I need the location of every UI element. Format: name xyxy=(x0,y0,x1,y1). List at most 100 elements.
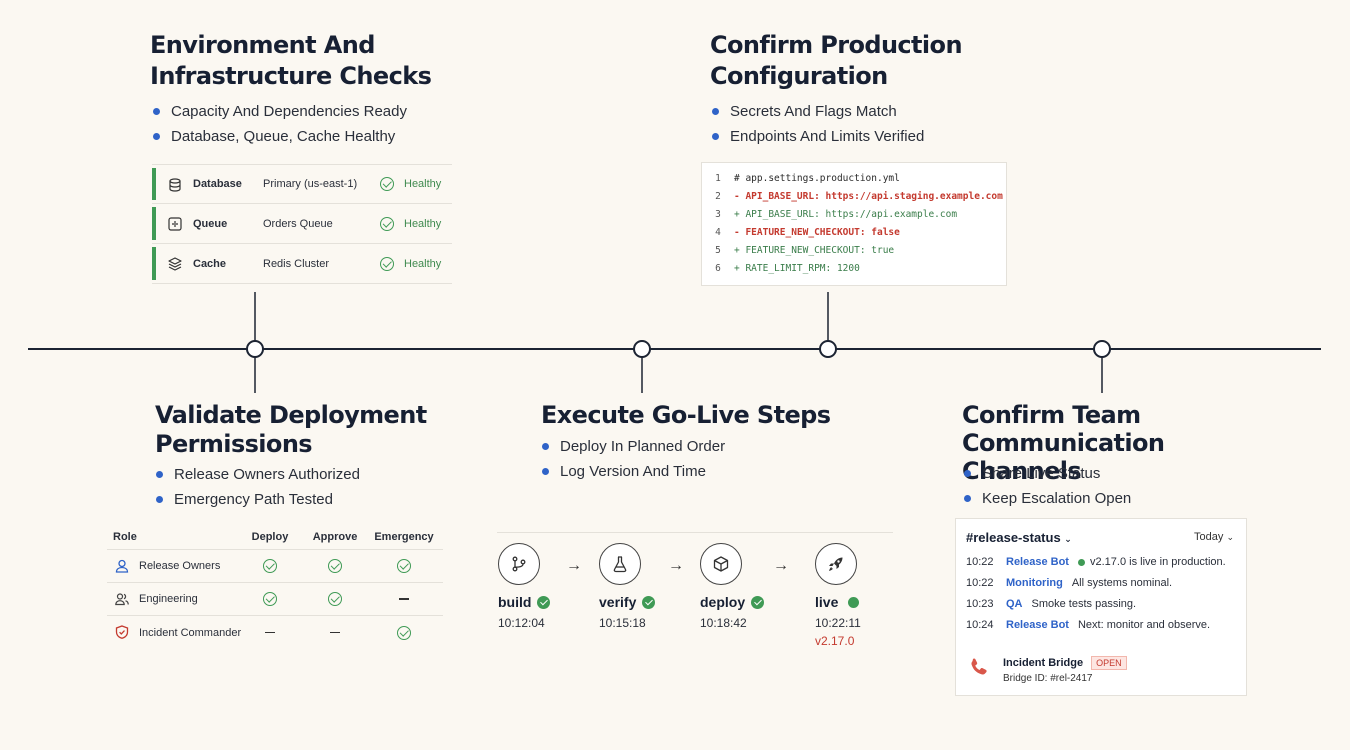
stage-time: 10:22:11 xyxy=(815,616,861,630)
stage-circle xyxy=(700,543,742,585)
golive-bullets: Deploy In Planned Order Log Version And … xyxy=(542,434,725,484)
queue-icon xyxy=(168,217,182,231)
branch-icon xyxy=(512,556,526,572)
permissions-bullets: Release Owners Authorized Emergency Path… xyxy=(156,462,360,512)
check-icon xyxy=(380,216,394,231)
stage-live: live 10:22:11 v2.17.0 xyxy=(815,543,915,648)
check-icon xyxy=(380,177,394,191)
comms-bullets: Share Live Status Keep Escalation Open xyxy=(964,461,1131,511)
golive-title: Execute Go-Live Steps xyxy=(541,401,831,429)
code-line: 4- FEATURE_NEW_CHECKOUT: false xyxy=(715,227,900,238)
stage-verify: verify 10:15:18 xyxy=(599,543,699,630)
incident-bridge-title[interactable]: Incident Bridge OPEN xyxy=(1003,656,1127,670)
bullet-item: Emergency Path Tested xyxy=(156,487,360,512)
message-author[interactable]: QA xyxy=(1006,598,1023,610)
check-icon xyxy=(380,256,394,271)
channel-selector[interactable]: #release-status ⌄ xyxy=(966,530,1072,545)
flask-icon xyxy=(613,556,627,573)
code-line: 6 + RATE_LIMIT_RPM: 1200 xyxy=(715,263,860,274)
status-bar xyxy=(152,168,156,200)
permissions-title: Validate Deployment Permissions xyxy=(155,401,427,458)
bullet-item: Deploy In Planned Order xyxy=(542,434,725,459)
timeline-node xyxy=(633,340,651,358)
table-row: Release Owners xyxy=(107,550,443,583)
chat-panel: #release-status ⌄ Today ⌄ 10:22 Release … xyxy=(955,518,1247,696)
status-badge: Healthy xyxy=(380,256,441,271)
rocket-icon xyxy=(829,557,843,571)
bridge-id: Bridge ID: #rel-2417 xyxy=(1003,673,1093,684)
cache-icon xyxy=(168,257,182,271)
check-icon xyxy=(263,559,277,573)
dash-icon xyxy=(330,631,340,634)
arrow-icon: → xyxy=(566,557,582,574)
dash-icon xyxy=(265,631,275,634)
check-icon xyxy=(328,592,342,606)
bullet-item: Database, Queue, Cache Healthy xyxy=(153,124,407,149)
infra-status-table: Database Primary (us-east-1) Healthy Que… xyxy=(152,164,452,284)
check-icon xyxy=(537,595,551,609)
timeline-node xyxy=(819,340,837,358)
chat-message: 10:22 Monitoring All systems nominal. xyxy=(966,577,1173,589)
check-icon xyxy=(397,559,411,573)
config-title: Confirm Production Configuration xyxy=(710,31,963,90)
check-icon xyxy=(397,625,411,640)
code-line: 3 + API_BASE_URL: https://api.example.com xyxy=(715,209,958,220)
live-status-dot xyxy=(848,596,860,608)
infra-row: Database Primary (us-east-1) Healthy xyxy=(152,164,452,204)
database-icon xyxy=(169,178,181,192)
stage-label: live xyxy=(815,594,839,610)
check-icon xyxy=(263,592,277,606)
status-badge: OPEN xyxy=(1091,656,1127,670)
table-row: Incident Commander xyxy=(107,616,443,649)
stage-time: 10:18:42 xyxy=(700,616,747,630)
code-line: 1 # app.settings.production.yml xyxy=(715,173,900,184)
stage-circle xyxy=(815,543,857,585)
message-author[interactable]: Release Bot xyxy=(1006,619,1069,631)
infra-bullets: Capacity And Dependencies Ready Database… xyxy=(153,99,407,149)
table-header: Role Deploy Approve Emergency xyxy=(107,524,443,550)
status-bar xyxy=(152,207,156,240)
shield-icon xyxy=(115,625,129,639)
arrow-icon: → xyxy=(773,557,789,574)
users-icon xyxy=(115,593,129,606)
user-icon xyxy=(115,559,129,573)
stage-deploy: deploy 10:18:42 xyxy=(700,543,800,630)
code-line: 2- API_BASE_URL: https://api.staging.exa… xyxy=(715,191,1003,202)
pipeline-divider xyxy=(497,532,893,533)
table-row: Engineering xyxy=(107,583,443,616)
status-bar xyxy=(152,247,156,280)
config-bullets: Secrets And Flags Match Endpoints And Li… xyxy=(712,99,924,149)
message-author[interactable]: Monitoring xyxy=(1006,577,1063,589)
bullet-item: Secrets And Flags Match xyxy=(712,99,924,124)
chevron-down-icon: ⌄ xyxy=(1226,532,1234,542)
stage-label: deploy xyxy=(700,594,746,610)
timeline-node xyxy=(246,340,264,358)
bullet-item: Log Version And Time xyxy=(542,459,725,484)
stage-label: verify xyxy=(599,594,637,610)
chevron-down-icon: ⌄ xyxy=(1064,534,1072,544)
infra-name: Queue xyxy=(193,217,228,230)
status-badge: Healthy xyxy=(380,216,441,231)
stage-circle xyxy=(599,543,641,585)
version-label: v2.17.0 xyxy=(815,634,855,648)
chat-message: 10:24 Release Bot Next: monitor and obse… xyxy=(966,619,1211,631)
comms-title: Confirm Team Communication Channels xyxy=(962,401,1165,485)
infra-name: Database xyxy=(193,178,242,190)
message-author[interactable]: Release Bot xyxy=(1006,556,1069,568)
stage-circle xyxy=(498,543,540,585)
permissions-table: Role Deploy Approve Emergency Release Ow… xyxy=(107,524,443,649)
bullet-item: Release Owners Authorized xyxy=(156,462,360,487)
bullet-item: Share Live Status xyxy=(964,461,1131,486)
chat-message: 10:22 Release Bot v2.17.0 is live in pro… xyxy=(966,556,1226,568)
check-icon xyxy=(328,559,342,573)
infra-name: Cache xyxy=(193,257,227,270)
box-icon xyxy=(713,556,729,572)
chat-message: 10:23 QA Smoke tests passing. xyxy=(966,598,1137,610)
bullet-item: Capacity And Dependencies Ready xyxy=(153,99,407,124)
phone-icon xyxy=(971,658,987,675)
bullet-item: Keep Escalation Open xyxy=(964,486,1131,511)
status-badge: Healthy xyxy=(380,177,441,191)
day-selector[interactable]: Today ⌄ xyxy=(1194,531,1234,543)
arrow-icon: → xyxy=(668,557,684,574)
